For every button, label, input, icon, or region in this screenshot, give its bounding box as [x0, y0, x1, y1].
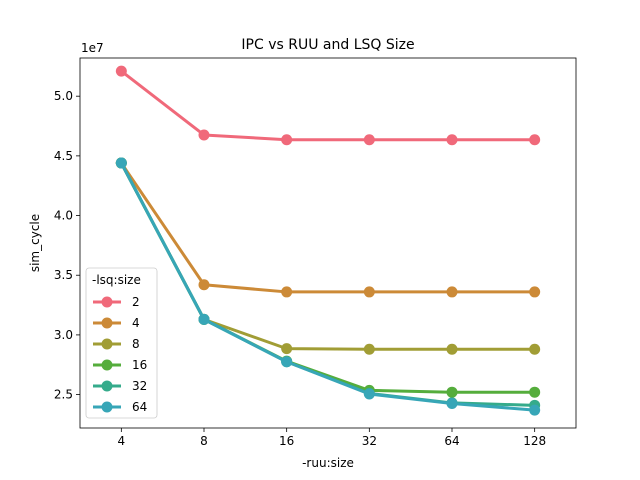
- data-point: [363, 134, 375, 146]
- legend-item: 32: [93, 379, 147, 393]
- data-point: [446, 398, 458, 410]
- legend-swatch-marker: [101, 296, 113, 308]
- x-tick-label: 4: [118, 434, 126, 448]
- legend-label: 4: [132, 316, 140, 330]
- y-axis-label: sim_cycle: [28, 214, 42, 272]
- x-tick-label: 8: [200, 434, 208, 448]
- data-point: [363, 343, 375, 355]
- data-point: [446, 286, 458, 298]
- legend-item: 8: [93, 337, 140, 351]
- data-point: [281, 343, 293, 355]
- data-point: [198, 279, 210, 291]
- data-point: [446, 386, 458, 398]
- data-point: [198, 313, 210, 325]
- series-line: [119, 161, 537, 412]
- data-point: [529, 343, 541, 355]
- legend-title: -lsq:size: [92, 273, 141, 287]
- series-2: [115, 65, 541, 146]
- legend-label: 32: [132, 379, 147, 393]
- data-point: [529, 404, 541, 416]
- plot-area: 4 8 16 32 64 128 2.5 3.0 3.5 4.0 4.5 5.0: [54, 57, 577, 448]
- data-point: [281, 134, 293, 146]
- legend-item: 16: [93, 358, 147, 372]
- legend-swatch-marker: [101, 401, 113, 413]
- legend-label: 64: [132, 400, 147, 414]
- data-point: [281, 356, 293, 368]
- y-tick-label: 4.5: [54, 149, 73, 163]
- data-point: [529, 134, 541, 146]
- legend-item: 4: [93, 316, 140, 330]
- y-offset-label: 1e7: [81, 41, 104, 55]
- series-line: [119, 161, 537, 294]
- data-point: [115, 157, 127, 169]
- legend-swatch-marker: [101, 380, 113, 392]
- data-point: [446, 343, 458, 355]
- series-64: [115, 157, 541, 416]
- data-point: [529, 386, 541, 398]
- data-point: [281, 286, 293, 298]
- data-point: [363, 286, 375, 298]
- data-point: [198, 129, 210, 141]
- legend-item: 2: [93, 295, 140, 309]
- y-tick-label: 3.0: [54, 328, 73, 342]
- legend: -lsq:size 2 4 8 16 32 64: [85, 267, 158, 419]
- data-point: [529, 286, 541, 298]
- series-line: [119, 69, 537, 142]
- legend-item: 64: [93, 400, 147, 414]
- legend-swatch-marker: [101, 359, 113, 371]
- x-tick-label: 128: [523, 434, 546, 448]
- data-point: [446, 134, 458, 146]
- legend-label: 16: [132, 358, 147, 372]
- x-tick-label: 16: [279, 434, 294, 448]
- y-tick-label: 5.0: [54, 89, 73, 103]
- y-tick-label: 2.5: [54, 388, 73, 402]
- legend-label: 8: [132, 337, 140, 351]
- y-tick-label: 3.5: [54, 268, 73, 282]
- legend-swatch-marker: [101, 317, 113, 329]
- y-tick-label: 4.0: [54, 209, 73, 223]
- x-tick-label: 32: [362, 434, 377, 448]
- axes-frame: [79, 57, 577, 429]
- data-point: [115, 65, 127, 77]
- data-point: [363, 388, 375, 400]
- legend-swatch-marker: [101, 338, 113, 350]
- chart-title: IPC vs RUU and LSQ Size: [241, 37, 414, 53]
- x-axis-label: -ruu:size: [302, 456, 354, 470]
- x-tick-label: 64: [444, 434, 459, 448]
- legend-label: 2: [132, 295, 140, 309]
